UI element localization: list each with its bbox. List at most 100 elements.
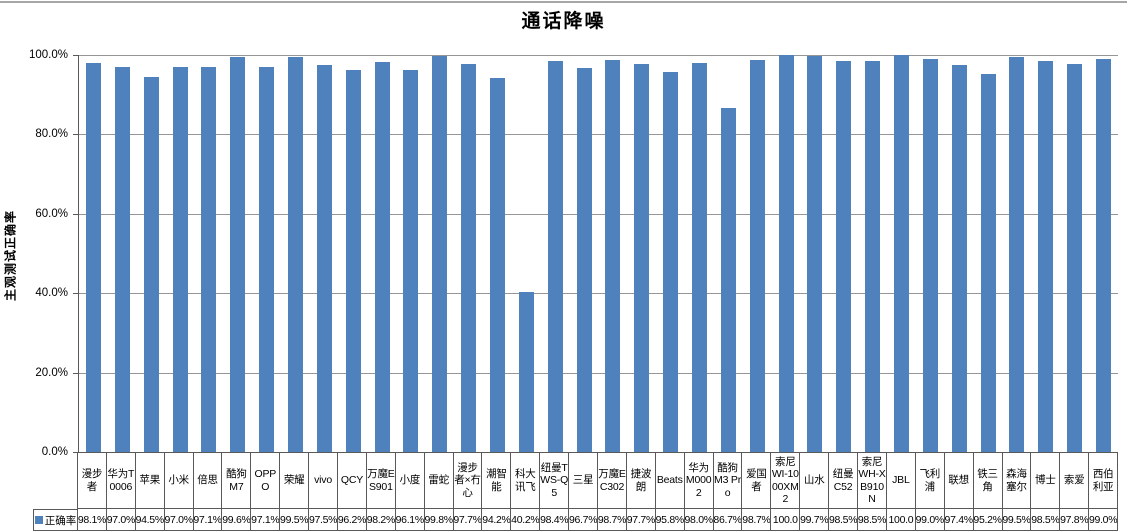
bar-column [570,55,599,452]
category-cell: QCY [338,453,367,508]
legend: 正确率 [33,509,77,531]
value-cell: 98.7% [598,509,627,530]
category-cell: 纽曼TWS-Q5 [540,453,570,508]
category-cell: 华为M0002 [685,453,714,508]
category-cell: 山水 [800,453,830,508]
category-cell: 博士 [1031,453,1061,508]
value-cell: 97.8% [1060,509,1090,530]
value-cell: 99.5% [1003,509,1032,530]
value-row: 98.1% 97.0% 94.5% 97.0% 97.1% 99.6% 97.1% 99.5%… [77,509,1118,531]
value-cell: 40.2% [511,509,541,530]
bar [518,292,534,452]
value-cell: 95.8% [656,509,685,530]
bar [287,57,303,452]
value-cell: 97.0% [107,509,136,530]
chart-title: 通话降噪 [521,10,606,32]
value-cell: 99.6% [222,509,252,530]
bar [432,55,448,452]
bar [316,64,332,452]
value-cell: 97.5% [309,509,339,530]
y-tick-label: 40.0% [35,287,68,300]
value-cell: 96.1% [396,509,425,530]
value-cell: 98.0% [685,509,714,530]
y-tick-mark [73,134,78,136]
value-cell: 98.1% [78,509,107,530]
category-cell: 西伯利亚 [1092,468,1114,493]
plot-area [78,55,1118,452]
gridline [79,55,1118,56]
bar [605,60,621,452]
value-cell: 100.0 [771,509,801,530]
bar-column [223,55,252,452]
bar-column [194,55,223,452]
category-cell: 索爱 [1060,453,1090,508]
value-cell: 100.0 [887,509,916,530]
bar-column [800,55,829,452]
bar [836,60,852,452]
bar [663,71,679,452]
legend-swatch [34,516,43,524]
value-cell: 99.7% [800,509,830,530]
chart-top-border [0,1,1127,3]
bar [893,55,909,452]
bar-column [79,55,108,452]
y-tick-label: 80.0% [35,128,68,141]
bar [1038,60,1054,452]
bar [461,64,477,452]
bar [778,55,794,452]
bar [1067,63,1083,452]
category-cell: JBL [887,453,916,508]
bar [374,62,390,452]
bar [230,56,246,452]
bar [201,66,217,452]
value-cell: 98.4% [540,509,570,530]
category-cell: 倍思 [194,453,223,508]
value-cell: 98.5% [829,509,859,530]
category-cell: 索尼WH-XB910N [858,453,887,508]
bar [345,70,361,452]
category-cell: 索尼WI-1000XM2 [771,453,801,508]
bar-column [339,55,368,452]
category-cell: 漫步者×冇心 [454,453,483,508]
bar-column [1089,55,1118,452]
value-cell: 97.4% [945,509,974,530]
value-cell: 97.1% [251,509,281,530]
bar [980,74,996,452]
value-cell: 98.7% [742,509,772,530]
value-cell: 99.0% [916,509,945,530]
bar-column [1031,55,1060,452]
y-axis: 100.0% 80.0% 60.0% 40.0% 20.0% 0.0% [0,49,78,458]
bar [1096,58,1111,452]
bars-layer [79,55,1118,452]
value-cell: 97.0% [165,509,194,530]
y-tick-mark [73,372,78,374]
legend-label: 正确率 [44,514,77,527]
bar-column [1060,55,1089,452]
value-cell: 96.7% [569,509,599,530]
bar-column [108,55,137,452]
bar [1009,57,1025,452]
category-row: 漫步者 华为T0006 苹果 小米 倍思 酷狗M7 OPPO 荣耀 vivo QCY 万魔ES901… [77,452,1118,509]
bar [403,70,419,452]
category-cell: 荣耀 [280,453,310,508]
category-cell: 漫步者 [78,453,107,508]
value-cell: 96.2% [338,509,367,530]
bar [172,66,188,452]
bar-column [281,55,310,452]
bar [259,66,275,452]
bar-column [166,55,195,452]
bar [807,56,823,452]
category-cell: 爱国者 [742,453,772,508]
y-tick-label: 0.0% [41,446,68,458]
bar [922,58,938,452]
bar-column [945,55,974,452]
value-cell: 98.5% [1031,509,1061,530]
category-cell: vivo [309,453,339,508]
bar-column [743,55,772,452]
bar-column [974,55,1003,452]
category-cell: 铁三角 [974,453,1003,508]
bar-column [685,55,714,452]
category-cell: 小度 [396,453,425,508]
bar-column [714,55,743,452]
